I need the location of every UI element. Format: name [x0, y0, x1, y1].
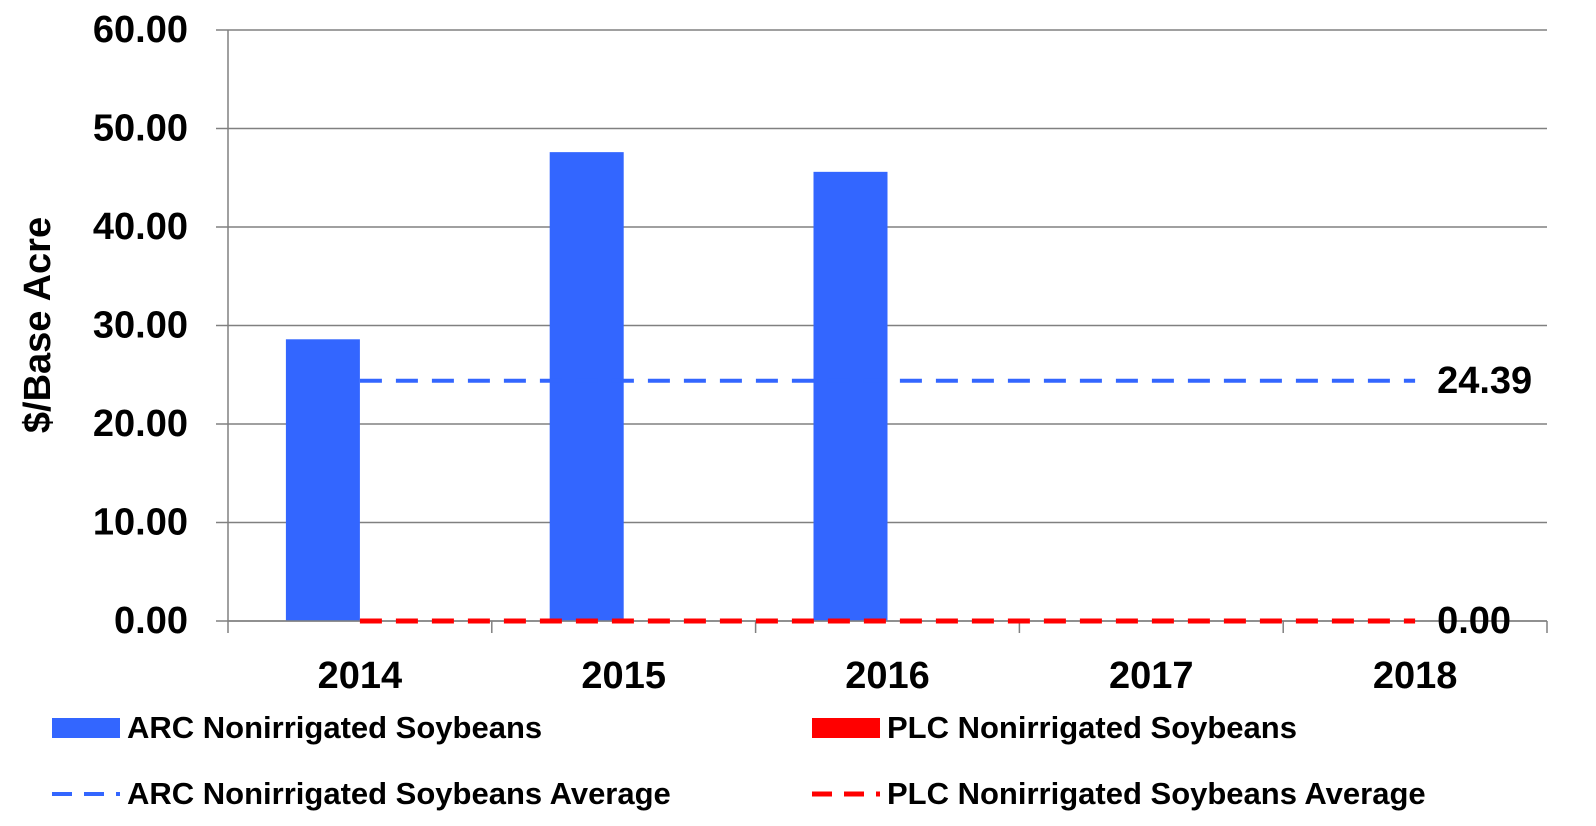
y-tick-label: 50.00 — [93, 108, 188, 150]
y-tick-label: 40.00 — [93, 206, 188, 248]
legend-label: ARC Nonirrigated Soybeans — [127, 710, 542, 745]
legend-label: PLC Nonirrigated Soybeans — [887, 710, 1297, 745]
average-label: 0.00 — [1437, 600, 1511, 642]
y-tick-label: 30.00 — [93, 305, 188, 347]
x-tick-label: 2018 — [1373, 655, 1458, 697]
average-label: 24.39 — [1437, 360, 1532, 402]
x-tick-label: 2016 — [845, 655, 930, 697]
x-tick-label: 2015 — [581, 655, 666, 697]
legend-swatch — [812, 718, 880, 738]
legend-label: ARC Nonirrigated Soybeans Average — [127, 776, 671, 811]
x-tick-label: 2017 — [1109, 655, 1194, 697]
x-tick-label: 2014 — [318, 655, 403, 697]
bar — [549, 152, 624, 621]
y-tick-label: 10.00 — [93, 502, 188, 544]
y-tick-label: 60.00 — [93, 9, 188, 51]
y-axis-label: $/Base Acre — [17, 217, 59, 433]
legend-swatch — [52, 718, 120, 738]
y-tick-label: 0.00 — [114, 600, 188, 642]
bar — [285, 339, 360, 621]
y-tick-label: 20.00 — [93, 403, 188, 445]
legend-label: PLC Nonirrigated Soybeans Average — [887, 776, 1426, 811]
bar — [813, 171, 888, 621]
